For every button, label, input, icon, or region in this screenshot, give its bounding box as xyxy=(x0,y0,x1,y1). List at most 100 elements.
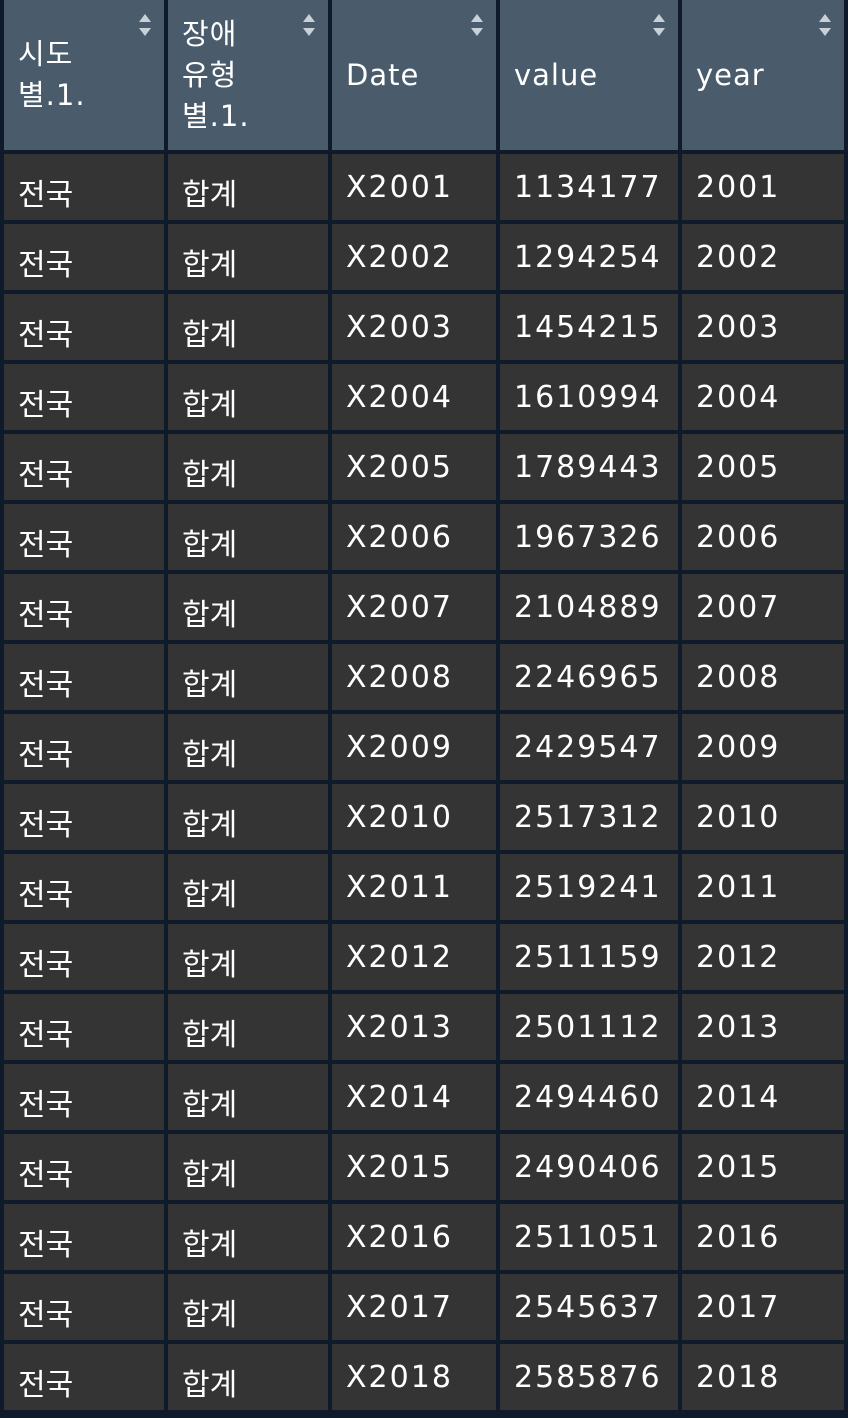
cell-value: 2246965 xyxy=(500,644,678,710)
cell-disability-type: 합계 xyxy=(168,784,328,850)
cell-disability-type: 합계 xyxy=(168,224,328,290)
cell-value: 1454215 xyxy=(500,294,678,360)
cell-sido: 전국 xyxy=(4,364,164,430)
table-row: 전국 합계 X2005 1789443 2005 xyxy=(4,434,844,500)
column-header-disability-type[interactable]: 장애 유형 별.1. xyxy=(168,0,328,150)
sort-updown-icon[interactable] xyxy=(652,12,666,38)
cell-sido: 전국 xyxy=(4,994,164,1060)
cell-sido: 전국 xyxy=(4,784,164,850)
cell-value: 1134177 xyxy=(500,154,678,220)
cell-disability-type: 합계 xyxy=(168,644,328,710)
cell-year: 2013 xyxy=(682,994,844,1060)
cell-value: 2490406 xyxy=(500,1134,678,1200)
cell-date: X2007 xyxy=(332,574,496,640)
cell-value: 2511051 xyxy=(500,1204,678,1270)
table-row: 전국 합계 X2008 2246965 2008 xyxy=(4,644,844,710)
table-row: 전국 합계 X2013 2501112 2013 xyxy=(4,994,844,1060)
sort-updown-icon[interactable] xyxy=(302,12,316,38)
table-row: 전국 합계 X2014 2494460 2014 xyxy=(4,1064,844,1130)
table-row: 전국 합계 X2018 2585876 2018 xyxy=(4,1344,844,1410)
cell-year: 2011 xyxy=(682,854,844,920)
cell-date: X2015 xyxy=(332,1134,496,1200)
table-row: 전국 합계 X2009 2429547 2009 xyxy=(4,714,844,780)
table-row: 전국 합계 X2004 1610994 2004 xyxy=(4,364,844,430)
table-row: 전국 합계 X2017 2545637 2017 xyxy=(4,1274,844,1340)
table-row: 전국 합계 X2002 1294254 2002 xyxy=(4,224,844,290)
cell-value: 2519241 xyxy=(500,854,678,920)
cell-value: 2545637 xyxy=(500,1274,678,1340)
cell-year: 2012 xyxy=(682,924,844,990)
cell-disability-type: 합계 xyxy=(168,504,328,570)
cell-sido: 전국 xyxy=(4,294,164,360)
table-row: 전국 합계 X2011 2519241 2011 xyxy=(4,854,844,920)
cell-disability-type: 합계 xyxy=(168,1274,328,1340)
cell-date: X2004 xyxy=(332,364,496,430)
cell-value: 2585876 xyxy=(500,1344,678,1410)
column-header-label: value xyxy=(514,57,599,92)
cell-date: X2014 xyxy=(332,1064,496,1130)
column-header-label: year xyxy=(696,57,765,92)
table-row: 전국 합계 X2006 1967326 2006 xyxy=(4,504,844,570)
cell-sido: 전국 xyxy=(4,714,164,780)
cell-disability-type: 합계 xyxy=(168,1064,328,1130)
cell-value: 2501112 xyxy=(500,994,678,1060)
cell-value: 1789443 xyxy=(500,434,678,500)
cell-date: X2013 xyxy=(332,994,496,1060)
table-row: 전국 합계 X2010 2517312 2010 xyxy=(4,784,844,850)
cell-sido: 전국 xyxy=(4,434,164,500)
cell-date: X2003 xyxy=(332,294,496,360)
cell-value: 2494460 xyxy=(500,1064,678,1130)
cell-year: 2015 xyxy=(682,1134,844,1200)
cell-year: 2002 xyxy=(682,224,844,290)
cell-year: 2003 xyxy=(682,294,844,360)
column-header-year[interactable]: year xyxy=(682,0,844,150)
cell-disability-type: 합계 xyxy=(168,1344,328,1410)
sort-updown-icon[interactable] xyxy=(818,12,832,38)
column-header-date[interactable]: Date xyxy=(332,0,496,150)
cell-year: 2006 xyxy=(682,504,844,570)
cell-value: 1610994 xyxy=(500,364,678,430)
cell-date: X2001 xyxy=(332,154,496,220)
cell-date: X2016 xyxy=(332,1204,496,1270)
cell-disability-type: 합계 xyxy=(168,154,328,220)
cell-sido: 전국 xyxy=(4,154,164,220)
cell-value: 2429547 xyxy=(500,714,678,780)
cell-value: 1294254 xyxy=(500,224,678,290)
cell-disability-type: 합계 xyxy=(168,714,328,780)
cell-sido: 전국 xyxy=(4,924,164,990)
cell-disability-type: 합계 xyxy=(168,1134,328,1200)
cell-disability-type: 합계 xyxy=(168,434,328,500)
cell-value: 2104889 xyxy=(500,574,678,640)
sort-updown-icon[interactable] xyxy=(470,12,484,38)
cell-date: X2012 xyxy=(332,924,496,990)
cell-disability-type: 합계 xyxy=(168,994,328,1060)
cell-year: 2014 xyxy=(682,1064,844,1130)
table-row: 전국 합계 X2015 2490406 2015 xyxy=(4,1134,844,1200)
cell-sido: 전국 xyxy=(4,1204,164,1270)
column-header-sido[interactable]: 시도 별.1. xyxy=(4,0,164,150)
cell-sido: 전국 xyxy=(4,644,164,710)
cell-sido: 전국 xyxy=(4,1344,164,1410)
header-row: 시도 별.1. 장애 유형 별.1. xyxy=(4,0,844,150)
cell-date: X2002 xyxy=(332,224,496,290)
cell-sido: 전국 xyxy=(4,224,164,290)
column-header-label: Date xyxy=(346,57,420,92)
cell-date: X2017 xyxy=(332,1274,496,1340)
table-row: 전국 합계 X2003 1454215 2003 xyxy=(4,294,844,360)
cell-year: 2010 xyxy=(682,784,844,850)
cell-date: X2018 xyxy=(332,1344,496,1410)
column-header-label: 시도 별.1. xyxy=(18,37,86,112)
cell-sido: 전국 xyxy=(4,504,164,570)
cell-date: X2006 xyxy=(332,504,496,570)
sort-updown-icon[interactable] xyxy=(138,12,152,38)
cell-date: X2009 xyxy=(332,714,496,780)
column-header-value[interactable]: value xyxy=(500,0,678,150)
column-header-label: 장애 유형 별.1. xyxy=(182,16,250,133)
cell-date: X2011 xyxy=(332,854,496,920)
cell-year: 2004 xyxy=(682,364,844,430)
cell-disability-type: 합계 xyxy=(168,1204,328,1270)
cell-year: 2016 xyxy=(682,1204,844,1270)
cell-date: X2005 xyxy=(332,434,496,500)
